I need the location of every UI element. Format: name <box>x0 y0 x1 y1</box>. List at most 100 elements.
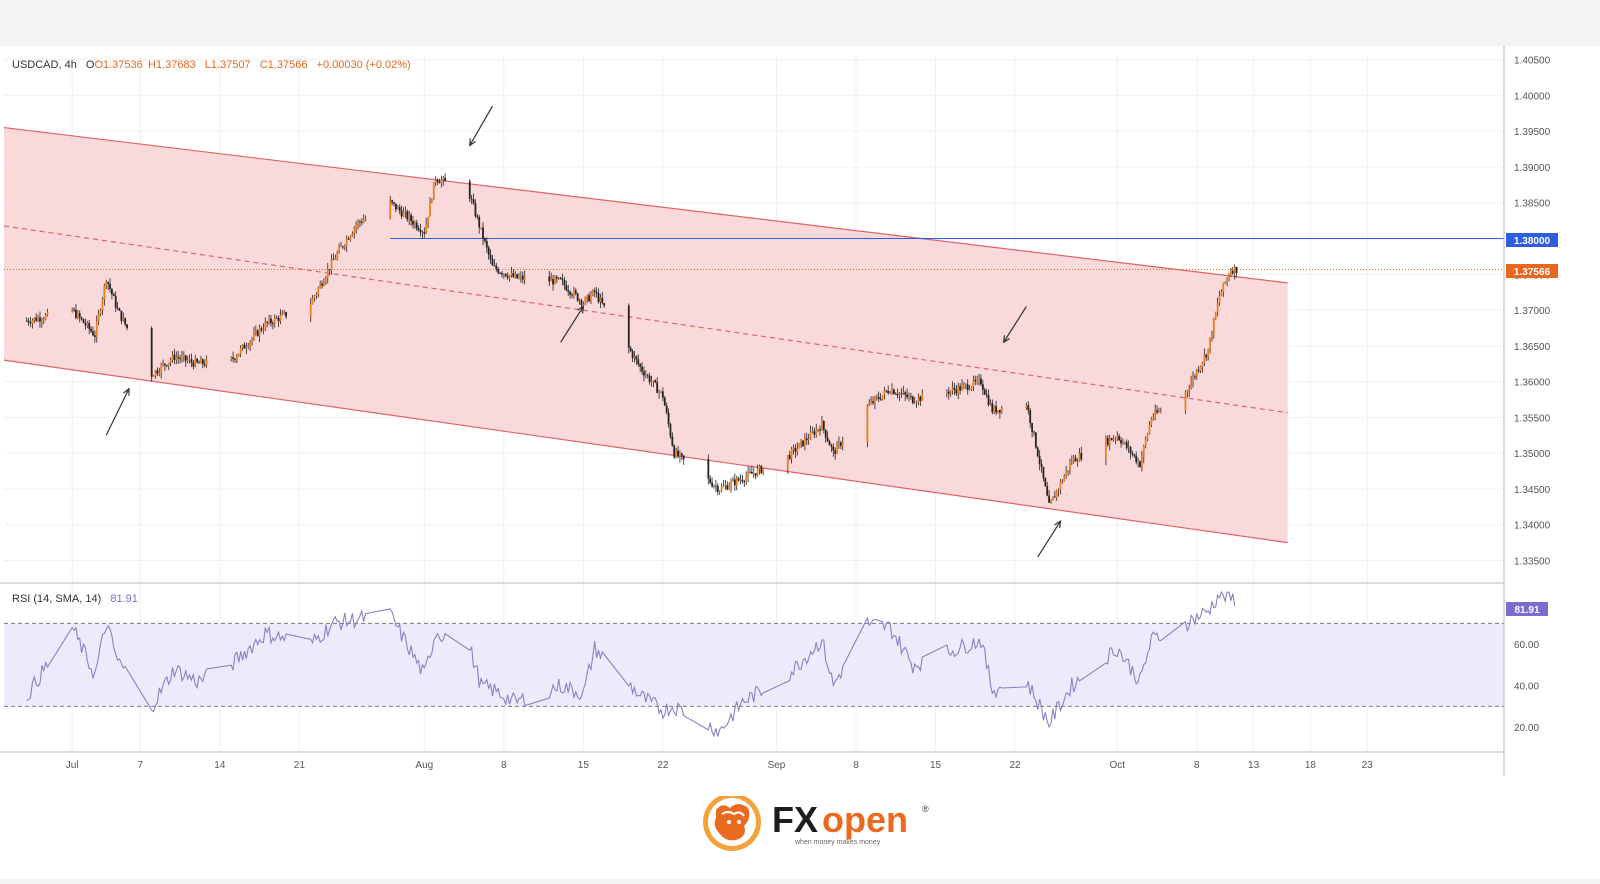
candle-body <box>877 396 880 399</box>
candle-body <box>891 389 893 393</box>
candle-body <box>728 486 731 490</box>
candle-body <box>103 285 106 300</box>
candle-body <box>1055 490 1058 498</box>
candle-body <box>402 212 405 217</box>
rsi-last-tag <box>1506 602 1548 616</box>
candle-body <box>391 200 394 203</box>
candle-body <box>122 317 125 321</box>
candle-body <box>523 276 526 280</box>
candle-body <box>1197 370 1200 371</box>
candle-body <box>1034 432 1037 448</box>
candle-body <box>474 203 477 217</box>
horizontal-level-line <box>4 237 1504 271</box>
candle-body <box>1069 462 1071 471</box>
candle-body <box>1195 370 1198 377</box>
candle-body <box>1235 266 1238 274</box>
candle-body <box>1140 456 1143 468</box>
candle-body <box>599 297 602 302</box>
candle-body <box>410 215 412 221</box>
candle-body <box>667 412 670 425</box>
candle-body <box>1080 453 1083 460</box>
candle-body <box>362 219 365 223</box>
candle-body <box>758 466 761 469</box>
candle-body <box>957 386 960 394</box>
candle-body <box>972 379 975 388</box>
svg-text:H1.37683 L1.37507: H1.37683 L1.37507 C1.37566 +0.00030 (+0.… <box>148 59 411 71</box>
candle-body <box>97 313 100 322</box>
candle-body <box>92 331 94 336</box>
candle-body <box>724 485 727 486</box>
candle-body <box>597 293 600 302</box>
candle-body <box>590 295 592 302</box>
candle-body <box>179 358 181 360</box>
candle-body <box>1216 303 1219 313</box>
candle-body <box>866 405 869 443</box>
candle-body <box>722 485 725 487</box>
candle-body <box>976 379 979 382</box>
candle-body <box>1122 442 1124 444</box>
candle-body <box>1123 442 1126 444</box>
candle-body <box>892 389 895 394</box>
candle-body <box>554 276 556 285</box>
candle-body <box>101 299 104 311</box>
candle-body <box>429 201 431 217</box>
candle-body <box>887 390 890 394</box>
candle-body <box>491 259 494 266</box>
candle-body <box>493 265 496 267</box>
candle-body <box>29 322 32 324</box>
candle-body <box>432 182 435 200</box>
candle-body <box>805 438 808 441</box>
candle-body <box>588 295 590 302</box>
candle-body <box>894 393 897 395</box>
candle-body <box>732 479 734 482</box>
candle-body <box>817 429 820 431</box>
rsi-band <box>4 623 1504 707</box>
time-tick-label: 8 <box>853 760 859 771</box>
candle-body <box>323 282 325 286</box>
candle-body <box>756 468 759 476</box>
candle-body <box>201 359 204 365</box>
candle-body <box>834 450 837 454</box>
candle-body <box>737 478 740 481</box>
candle-body <box>582 304 585 306</box>
candle-body <box>1129 446 1132 454</box>
candle-body <box>264 321 267 330</box>
time-tick-label: 15 <box>930 760 942 771</box>
candle-body <box>802 440 804 446</box>
candle-body <box>203 364 206 366</box>
symbol-label: USDCAD <box>12 59 59 71</box>
candle-body <box>716 485 719 492</box>
candle-body <box>400 210 403 217</box>
candle-body <box>879 398 882 400</box>
candle-body <box>745 476 748 482</box>
candle-body <box>803 438 806 446</box>
candle-body <box>1220 291 1223 296</box>
candle-body <box>798 443 801 449</box>
level-price-text: 1.38000 <box>1514 236 1551 247</box>
candle-body <box>347 238 350 240</box>
price-tick-label: 1.34500 <box>1514 485 1551 496</box>
candle-body <box>512 273 515 277</box>
candle-body <box>832 446 835 451</box>
close-value: C1.37566 <box>260 59 308 71</box>
candle-body <box>105 282 108 286</box>
candle-body <box>1228 275 1230 279</box>
time-tick-label: 7 <box>138 760 144 771</box>
candle-body <box>718 491 721 492</box>
candle-body <box>945 391 948 394</box>
candle-body <box>86 322 89 326</box>
candle-body <box>434 180 437 183</box>
candle-body <box>1156 410 1158 413</box>
candle-body <box>1207 348 1210 358</box>
candle-body <box>828 441 831 446</box>
candle-body <box>470 198 473 200</box>
candle-body <box>33 317 36 321</box>
candle-body <box>981 384 984 390</box>
candle-body <box>1044 478 1047 487</box>
candle-body <box>1078 453 1081 462</box>
candle-body <box>813 431 816 435</box>
channel-lower-line <box>3 359 1288 544</box>
candle-body <box>158 372 161 374</box>
candle-body <box>256 330 259 336</box>
price-chart[interactable]: 1.40500 1.40000 1.39500 1.39000 1.38500 1.380… <box>0 46 1600 796</box>
